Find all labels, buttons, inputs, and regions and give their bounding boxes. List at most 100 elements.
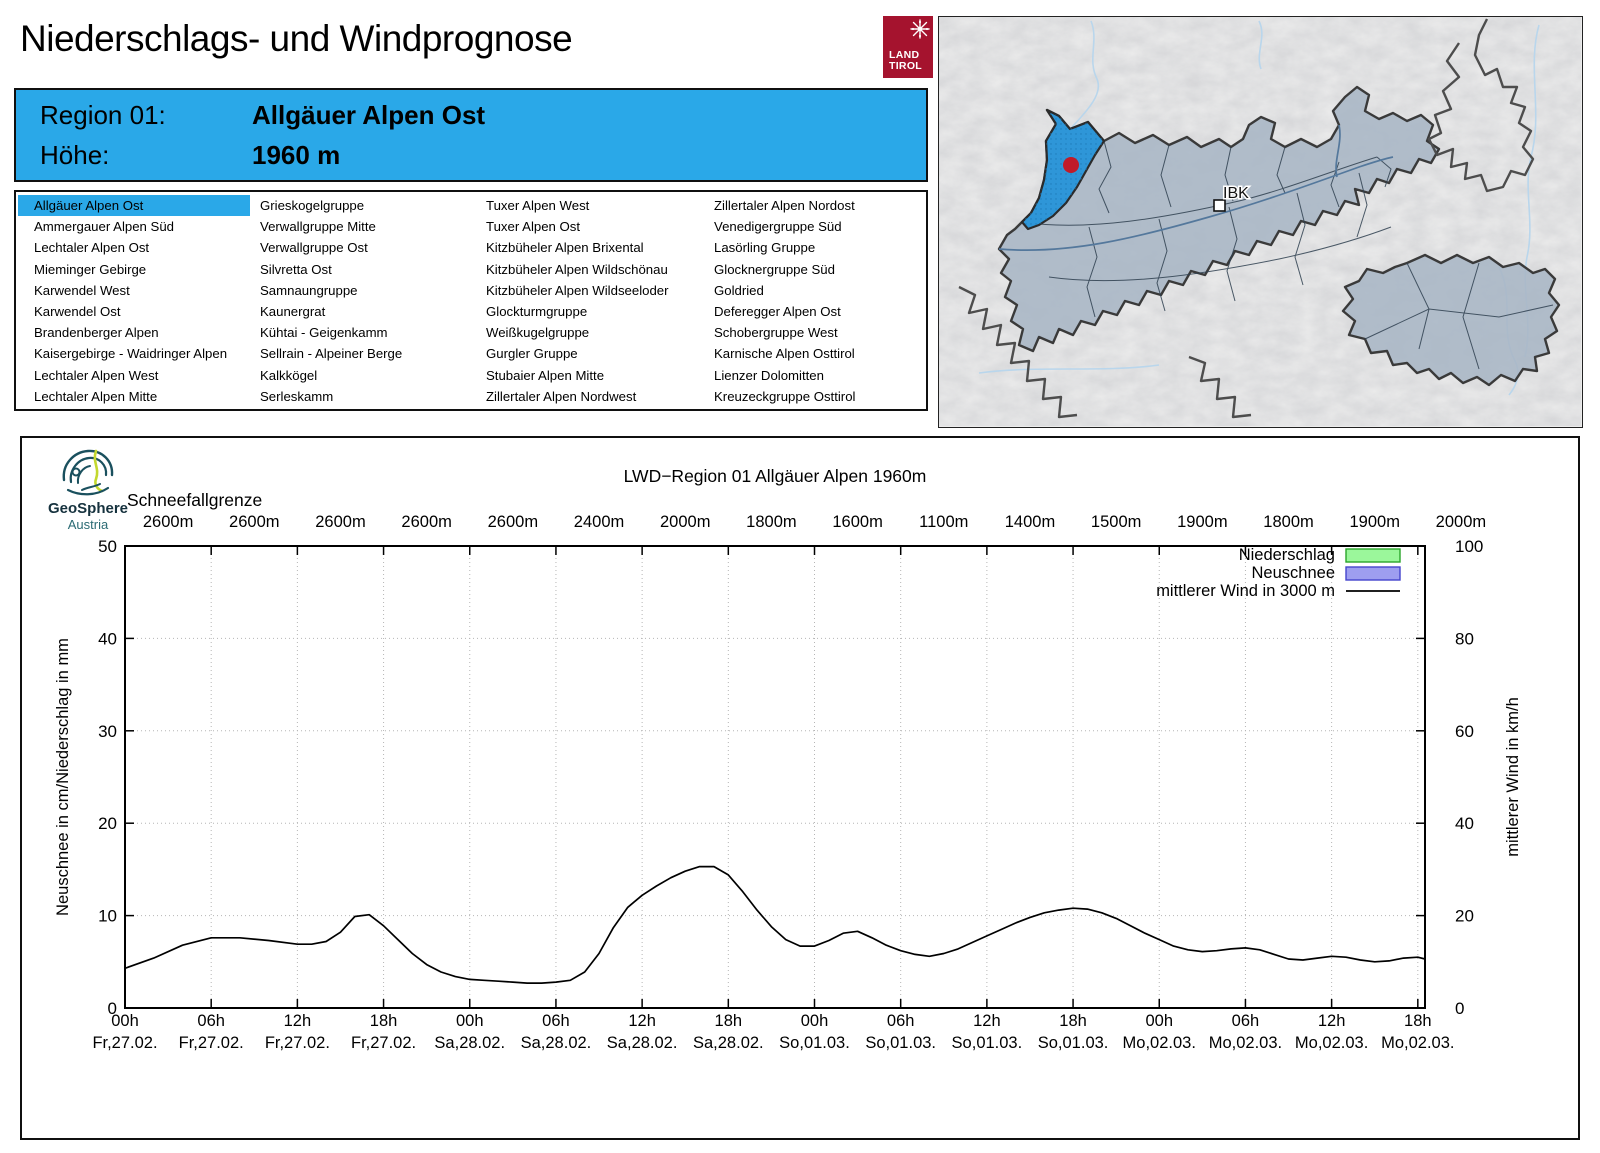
- region-list-item[interactable]: Kaisergebirge - Waidringer Alpen: [34, 346, 228, 362]
- snowline-value: 2600m: [315, 513, 365, 531]
- tirol-region-map[interactable]: IBK: [938, 16, 1583, 428]
- x-tick-date: Fr,27.02.: [265, 1034, 330, 1052]
- land-tirol-logo-line2: TIROL: [889, 60, 922, 72]
- x-tick-date: Mo,02.03.: [1295, 1034, 1368, 1052]
- x-tick-time: 18h: [715, 1012, 743, 1030]
- x-tick-time: 12h: [628, 1012, 656, 1030]
- region-list-item[interactable]: Karnische Alpen Osttirol: [714, 346, 855, 362]
- x-tick-time: 12h: [1318, 1012, 1346, 1030]
- x-tick-time: 12h: [973, 1012, 1001, 1030]
- region-list-item[interactable]: Kaunergrat: [260, 303, 326, 319]
- region-list-item[interactable]: Kitzbüheler Alpen Brixental: [486, 240, 644, 256]
- region-list-item[interactable]: Samnaungruppe: [260, 282, 358, 298]
- y-axis-right-title: mittlerer Wind in km/h: [1504, 697, 1522, 857]
- region-list-item[interactable]: Karwendel West: [34, 282, 130, 298]
- region-list-item[interactable]: Kitzbüheler Alpen Wildschönau: [486, 261, 668, 277]
- x-tick-time: 00h: [456, 1012, 484, 1030]
- region-list-item[interactable]: Glocknergruppe Süd: [714, 261, 835, 277]
- legend-label: Neuschnee: [1252, 564, 1335, 582]
- y-tick-left: 10: [98, 907, 117, 926]
- ibk-label: IBK: [1223, 185, 1249, 202]
- region-list-item[interactable]: Kalkkögel: [260, 367, 318, 383]
- region-list-item[interactable]: Verwallgruppe Ost: [260, 240, 368, 256]
- forecast-chart: GeoSphere Austria LWD−Region 01 Allgäuer…: [48, 449, 1522, 1052]
- region-list-item[interactable]: Silvretta Ost: [260, 261, 332, 277]
- snowline-value: 1800m: [1263, 513, 1313, 531]
- region-list-item[interactable]: Brandenberger Alpen: [34, 325, 159, 341]
- x-tick-time: 00h: [801, 1012, 829, 1030]
- region-list-item[interactable]: Schobergruppe West: [714, 325, 838, 341]
- altitude-value: 1960 m: [252, 140, 341, 170]
- y-tick-right: 80: [1455, 629, 1474, 648]
- station-marker-dot: [1063, 157, 1079, 173]
- region-list-column-1: Allgäuer Alpen Ost Ammergauer Alpen Süd Le…: [18, 195, 250, 407]
- region-list-item[interactable]: Serleskamm: [260, 388, 334, 404]
- forecast-chart-panel: GeoSphere Austria LWD−Region 01 Allgäuer…: [20, 436, 1580, 1140]
- region-list-item[interactable]: Glockturmgruppe: [486, 303, 588, 319]
- x-tick-date: So,01.03.: [779, 1034, 850, 1052]
- x-tick-date: So,01.03.: [952, 1034, 1023, 1052]
- x-tick-date: Fr,27.02.: [351, 1034, 416, 1052]
- snowline-value: 2000m: [1436, 513, 1486, 531]
- region-list-item[interactable]: Lechtaler Alpen Mitte: [34, 388, 158, 404]
- x-tick-time: 18h: [370, 1012, 398, 1030]
- region-list-item[interactable]: Kitzbüheler Alpen Wildseeloder: [486, 282, 669, 298]
- x-tick-date: Mo,02.03.: [1123, 1034, 1196, 1052]
- region-list-item[interactable]: Kreuzeckgruppe Osttirol: [714, 388, 856, 404]
- x-tick-time: 06h: [542, 1012, 570, 1030]
- plot-ticks: [124, 546, 1425, 1008]
- region-list-item[interactable]: Sellrain - Alpeiner Berge: [260, 346, 403, 362]
- snowline-label: Schneefallgrenze: [127, 490, 262, 510]
- region-list-item[interactable]: Karwendel Ost: [34, 303, 121, 319]
- y-tick-left: 20: [98, 814, 117, 833]
- region-list-item[interactable]: Mieminger Gebirge: [34, 261, 147, 277]
- snowline-value: 2600m: [401, 513, 451, 531]
- snowline-value: 2000m: [660, 513, 710, 531]
- x-tick-date: Sa,28.02.: [607, 1034, 678, 1052]
- geosphere-country: Austria: [68, 517, 109, 532]
- wind-series-line: [124, 865, 1426, 984]
- region-list-item[interactable]: Lechtaler Alpen West: [34, 367, 159, 383]
- y-tick-left: 40: [98, 629, 117, 648]
- region-list-item[interactable]: Tuxer Alpen Ost: [486, 219, 581, 235]
- region-list-item[interactable]: Verwallgruppe Mitte: [260, 219, 376, 235]
- region-list-item[interactable]: Gurgler Gruppe: [486, 346, 578, 362]
- region-list-item[interactable]: Stubaier Alpen Mitte: [486, 367, 605, 383]
- chart-title: LWD−Region 01 Allgäuer Alpen 1960m: [624, 466, 927, 486]
- snowline-value: 2400m: [574, 513, 624, 531]
- snowline-value: 1900m: [1177, 513, 1227, 531]
- x-tick-date: Fr,27.02.: [179, 1034, 244, 1052]
- region-list-item[interactable]: Weißkugelgruppe: [486, 325, 590, 341]
- x-tick-date: Sa,28.02.: [434, 1034, 505, 1052]
- region-list-item[interactable]: Lienzer Dolomitten: [714, 367, 824, 383]
- region-list-item[interactable]: Zillertaler Alpen Nordost: [714, 198, 855, 213]
- snowline-value: 1900m: [1349, 513, 1399, 531]
- region-list-item[interactable]: Ammergauer Alpen Süd: [34, 219, 175, 235]
- region-list-item[interactable]: Grieskogelgruppe: [260, 198, 365, 213]
- y-tick-left: 0: [108, 999, 117, 1018]
- selected-region-shape: [1020, 108, 1106, 231]
- region-label: Region 01:: [40, 100, 166, 130]
- geosphere-logo: GeoSphere Austria: [48, 449, 128, 532]
- y-tick-right: 0: [1455, 999, 1464, 1018]
- region-list-item[interactable]: Goldried: [714, 282, 764, 298]
- y-tick-right: 20: [1455, 907, 1474, 926]
- x-tick-date: Fr,27.02.: [92, 1034, 157, 1052]
- region-list-item[interactable]: Tuxer Alpen West: [486, 198, 590, 213]
- region-list-item[interactable]: Venedigergruppe Süd: [714, 219, 842, 235]
- region-list-item[interactable]: Zillertaler Alpen Nordwest: [486, 388, 637, 404]
- legend-swatch: [1345, 566, 1401, 581]
- region-list-column-4: Zillertaler Alpen Nordost Venedigergruppe…: [698, 195, 924, 407]
- x-tick-time: 06h: [1232, 1012, 1260, 1030]
- region-list-item[interactable]: Lechtaler Alpen Ost: [34, 240, 150, 256]
- tirol-eagle-icon: [910, 19, 930, 39]
- plot-gridlines: [125, 546, 1425, 1008]
- region-list-item[interactable]: Lasörling Gruppe: [714, 240, 816, 256]
- region-list-item[interactable]: Kühtai - Geigenkamm: [260, 325, 388, 341]
- region-list-item[interactable]: Allgäuer Alpen Ost: [18, 195, 250, 217]
- snowline-value: 1600m: [832, 513, 882, 531]
- x-tick-date: Sa,28.02.: [693, 1034, 764, 1052]
- region-list-column-3: Tuxer Alpen West Tuxer Alpen Ost Kitzbühel…: [470, 195, 698, 407]
- region-list-item[interactable]: Deferegger Alpen Ost: [714, 303, 841, 319]
